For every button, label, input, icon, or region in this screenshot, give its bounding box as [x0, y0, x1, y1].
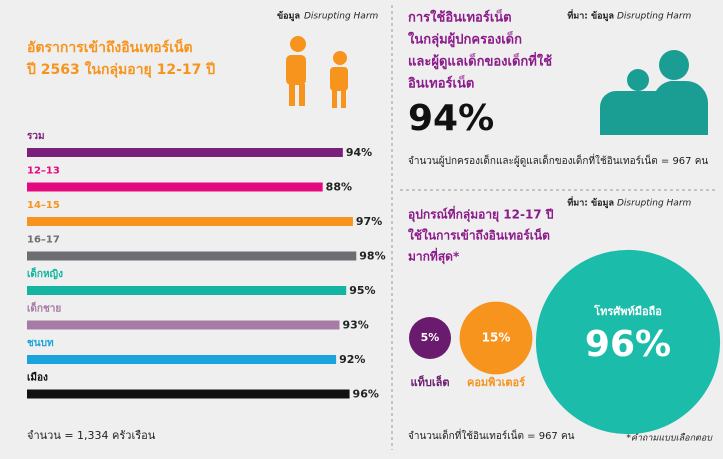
bar [27, 182, 323, 192]
device-circle [408, 316, 452, 360]
device-circle [459, 301, 533, 375]
footnote: จำนวนผู้ปกครองเด็กและผู้ดูแลเด็กของเด็กท… [408, 153, 708, 167]
title: อินเทอร์เน็ต [408, 74, 474, 92]
source: Disrupting Harm [304, 12, 379, 22]
device-name: คอมพิวเตอร์ [467, 376, 525, 389]
bar-label: 16–17 [27, 235, 60, 246]
device-value: 96% [585, 324, 671, 365]
footnote: จำนวนเด็กที่ใช้อินเทอร์เน็ต = 967 คน [408, 428, 575, 442]
title: ปี 2563 ในกลุ่มอายุ 12-17 ปี [26, 60, 216, 78]
footnote: จำนวน = 1,334 ครัวเรือน [27, 429, 156, 442]
value-label: 97% [356, 215, 382, 228]
source-label: ข้อมูล [277, 11, 300, 22]
value-label: 93% [342, 319, 368, 332]
bar-label: รวม [27, 131, 45, 142]
value-label: 88% [326, 181, 352, 194]
bar-label: ชนบท [27, 338, 54, 349]
value-label: 96% [353, 388, 379, 401]
device-name: แท็บเล็ต [411, 375, 450, 389]
bar [27, 251, 357, 261]
source: Disrupting Harm [617, 12, 692, 22]
device-circle [535, 249, 721, 435]
value-label: 98% [359, 250, 385, 263]
bar [27, 217, 353, 226]
device-value: 15% [482, 331, 511, 345]
title: อัตราการเข้าถึงอินเทอร์เน็ต [27, 38, 193, 56]
bar [27, 148, 343, 157]
title: มากที่สุด* [408, 248, 460, 265]
bar [27, 320, 340, 330]
title: ในกลุ่มผู้ปกครองเด็ก [408, 30, 522, 48]
bar [27, 355, 337, 364]
big-value: 94% [408, 98, 494, 139]
bar-label: เด็กชาย [27, 301, 61, 315]
family-icon [600, 50, 708, 135]
value-label: 95% [349, 284, 375, 297]
title: อุปกรณ์ที่กลุ่มอายุ 12-17 ปี [408, 206, 554, 223]
value-label: 92% [339, 353, 365, 366]
kids-icon [286, 36, 348, 108]
source: Disrupting Harm [617, 199, 692, 209]
bar-label: เด็กหญิง [27, 266, 63, 280]
title: ใช้ในการเข้าถึงอินเทอร์เน็ต [408, 228, 550, 243]
value-label: 94% [346, 146, 372, 159]
device-name: โทรศัพท์มือถือ [593, 304, 662, 318]
bar-label: เมือง [27, 372, 48, 384]
device-value: 5% [421, 331, 440, 344]
bar [27, 389, 350, 399]
title: การใช้อินเทอร์เน็ต [408, 8, 512, 26]
title: และผู้ดูแลเด็กของเด็กที่ใช้ [408, 52, 552, 70]
bar [27, 286, 347, 295]
note: *คำถามแบบเลือกตอบ [626, 433, 713, 444]
source-label: ที่มา: ข้อมูล [567, 196, 614, 209]
source-label: ที่มา: ข้อมูล [567, 9, 614, 22]
bar-label: 14–15 [27, 200, 60, 211]
bar-label: 12–13 [27, 166, 60, 177]
